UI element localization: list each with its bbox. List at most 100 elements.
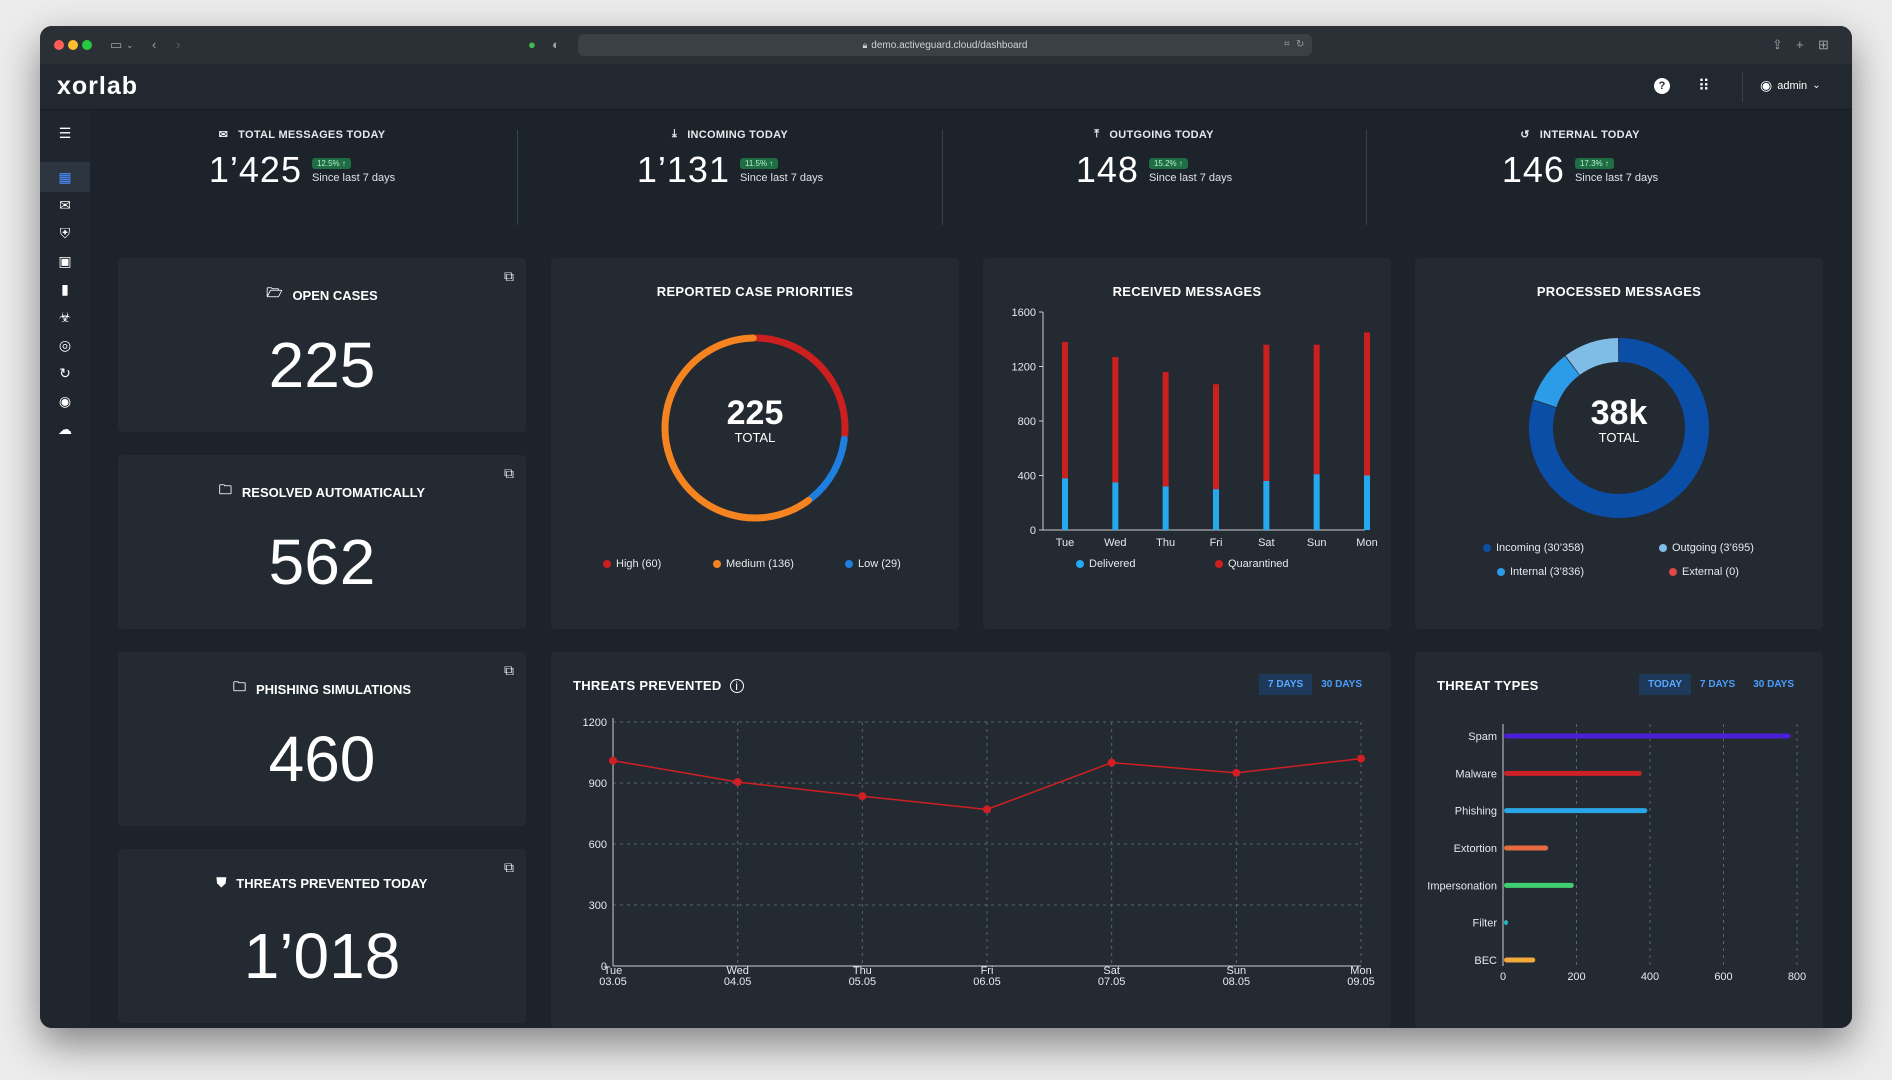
shield-check-icon: ⛊ — [216, 875, 227, 890]
bar-delivered — [1213, 489, 1219, 530]
x-tick-label: Tue — [1056, 537, 1075, 549]
refresh-icon[interactable]: ↻ — [59, 364, 71, 381]
minimize-window-button[interactable] — [68, 40, 78, 50]
biohazard-icon[interactable]: ☣ — [58, 308, 72, 325]
lock-icon: 🔒︎ — [862, 39, 868, 50]
dashboard-icon[interactable]: ▦ — [40, 162, 90, 192]
x-tick-label: Mon — [1350, 965, 1371, 977]
external-link-icon[interactable]: ⧉ — [504, 859, 514, 875]
extension-icon[interactable]: ● — [528, 37, 536, 52]
stat-divider — [942, 130, 943, 225]
eye-icon[interactable]: ◉ — [58, 392, 72, 409]
trend-badge: 17.3% ↑ — [1574, 157, 1614, 169]
stat-divider — [517, 130, 518, 225]
x-tick-label: Thu — [853, 965, 872, 977]
case-priorities-card: REPORTED CASE PRIORITIES 225 TOTAL High … — [551, 258, 959, 629]
user-menu[interactable]: ◉ admin ⌄ — [1760, 77, 1821, 94]
chevron-down-icon: ⌄ — [1812, 80, 1821, 91]
external-link-icon[interactable]: ⧉ — [504, 465, 514, 481]
report-icon[interactable]: ▣ — [58, 252, 72, 269]
x-tick-label: Mon — [1356, 537, 1377, 549]
bar-impersonation — [1504, 882, 1574, 888]
resolved-automatically-card[interactable]: ⧉ 🗀︎ RESOLVED AUTOMATICALLY 562 — [118, 455, 526, 629]
folder-hook-icon: 🗀︎ — [232, 679, 246, 694]
browser-window: ▭ ⌄ ‹ › ● ◐ 🔒︎ demo.activeguard.cloud/da… — [40, 26, 1852, 1028]
forward-icon[interactable]: › — [176, 37, 181, 52]
bar-bec — [1504, 957, 1536, 963]
zoom-window-button[interactable] — [82, 40, 92, 50]
x-tick-label: 400 — [1641, 971, 1659, 983]
x-tick-label: Wed — [1104, 537, 1126, 549]
shield-privacy-icon[interactable]: ◐ — [552, 37, 560, 52]
donut-center-label: TOTAL — [735, 430, 776, 445]
y-tick-label: Filter — [1473, 918, 1498, 930]
legend-high: High (60) — [603, 558, 661, 570]
user-avatar-icon: ◉ — [1760, 77, 1773, 93]
open-cases-card[interactable]: ⧉ 🗁︎ OPEN CASES 225 — [118, 258, 526, 432]
bar-malware — [1504, 770, 1642, 776]
menu-icon[interactable]: ☰ — [58, 124, 72, 141]
x-tick-label: Sat — [1103, 965, 1120, 977]
translate-icon[interactable]: ⌗ — [1284, 39, 1290, 50]
address-bar[interactable]: 🔒︎ demo.activeguard.cloud/dashboard — [578, 34, 1312, 56]
data-point — [1107, 758, 1116, 767]
x-tick-label: 0 — [1500, 971, 1506, 983]
chart-title: REPORTED CASE PRIORITIES — [656, 284, 854, 299]
compass-icon[interactable]: ◎ — [58, 336, 72, 353]
y-tick-label: BEC — [1474, 955, 1497, 967]
bar-delivered — [1364, 475, 1370, 530]
stat-internal: ↺ INTERNAL TODAY 146 17.3% ↑ Since last 7 … — [1501, 128, 1659, 191]
y-tick-label: 1600 — [1012, 307, 1036, 319]
x-tick-date: 08.05 — [1223, 976, 1251, 988]
close-window-button[interactable] — [54, 40, 64, 50]
upload-cloud-icon[interactable]: ☁ — [58, 420, 72, 437]
y-tick-label: Spam — [1468, 731, 1497, 743]
toggle-7-days[interactable]: 7 DAYS — [1700, 679, 1736, 690]
threat-types-card: THREAT TYPES TODAY 7 DAYS 30 DAYS 0 200 40… — [1415, 652, 1823, 1028]
bar-delivered — [1162, 486, 1169, 530]
back-icon[interactable]: ‹ — [152, 37, 157, 52]
legend-medium: Medium (136) — [713, 558, 794, 570]
donut-center-value: 38k — [1591, 394, 1648, 432]
app-logo[interactable]: xorlab — [57, 72, 139, 100]
bar-spam — [1504, 733, 1791, 739]
folder-open-icon: 🗁︎ — [266, 285, 283, 300]
donut-slice-incoming — [1529, 338, 1709, 518]
apps-grid-icon[interactable]: ⠿ — [1698, 78, 1710, 95]
reload-icon[interactable]: ↻ — [1296, 39, 1305, 50]
x-tick-label: Wed — [726, 965, 748, 977]
sidebar-toggle-icon[interactable]: ▭ — [110, 37, 123, 52]
legend-outgoing: Outgoing (3’695) — [1659, 542, 1754, 554]
toggle-7-days[interactable]: 7 DAYS — [1259, 674, 1313, 695]
info-icon[interactable]: i — [729, 678, 744, 693]
toggle-30-days[interactable]: 30 DAYS — [1753, 679, 1794, 690]
range-toggle: TODAY 7 DAYS 30 DAYS — [1639, 674, 1803, 695]
external-link-icon[interactable]: ⧉ — [504, 662, 514, 678]
threat-types-bar-chart: 0 200 400 600 800 Spam Malware Phishing Extortio… — [1427, 724, 1806, 983]
mail-icon[interactable]: ✉ — [59, 196, 71, 213]
share-icon[interactable]: ⇪ — [1772, 37, 1783, 52]
user-name: admin — [1777, 79, 1808, 92]
phishing-simulations-card[interactable]: ⧉ 🗀︎ PHISHING SIMULATIONS 460 — [118, 652, 526, 826]
bar-delivered — [1263, 480, 1270, 530]
bookmark-icon[interactable]: ▮ — [61, 280, 69, 297]
threats-prevented-today-card[interactable]: ⧉ ⛊ THREATS PREVENTED TODAY 1’018 — [118, 849, 526, 1023]
chevron-down-icon[interactable]: ⌄ — [126, 40, 134, 50]
bar-delivered — [1062, 478, 1068, 530]
tab-overview-icon[interactable]: ⊞ — [1818, 37, 1829, 52]
help-icon[interactable]: ? — [1654, 78, 1670, 94]
y-tick-label: Malware — [1455, 768, 1497, 780]
new-tab-icon[interactable]: + — [1796, 37, 1804, 52]
bar-quarantined — [1213, 384, 1219, 490]
bar-delivered — [1313, 474, 1320, 530]
shield-icon[interactable]: ⛨ — [59, 224, 71, 241]
toggle-today[interactable]: TODAY — [1639, 674, 1691, 695]
chart-title: PROCESSED MESSAGES — [1536, 284, 1702, 299]
y-tick-label: 0 — [1030, 525, 1036, 537]
external-link-icon[interactable]: ⧉ — [504, 268, 514, 284]
header-divider — [1742, 72, 1743, 102]
x-tick-label: 200 — [1567, 971, 1585, 983]
toggle-30-days[interactable]: 30 DAYS — [1321, 679, 1362, 690]
trend-badge: 11.5% ↑ — [739, 157, 779, 169]
donut-slice-high — [753, 334, 849, 440]
